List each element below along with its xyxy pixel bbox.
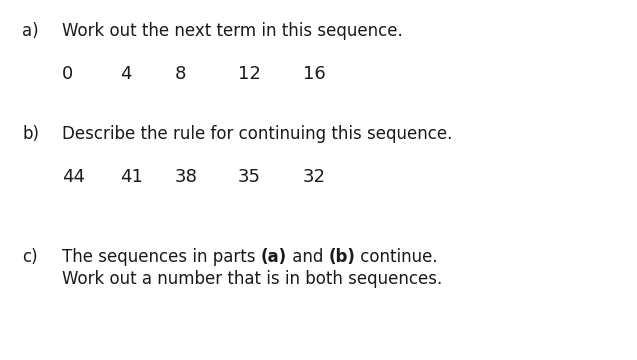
- Text: 35: 35: [238, 168, 261, 186]
- Text: Work out the next term in this sequence.: Work out the next term in this sequence.: [62, 22, 403, 40]
- Text: 38: 38: [175, 168, 198, 186]
- Text: 32: 32: [303, 168, 326, 186]
- Text: 41: 41: [120, 168, 143, 186]
- Text: a): a): [22, 22, 39, 40]
- Text: 16: 16: [303, 65, 326, 83]
- Text: 4: 4: [120, 65, 131, 83]
- Text: c): c): [22, 248, 38, 266]
- Text: (b): (b): [329, 248, 355, 266]
- Text: Describe the rule for continuing this sequence.: Describe the rule for continuing this se…: [62, 125, 452, 143]
- Text: and: and: [287, 248, 329, 266]
- Text: 0: 0: [62, 65, 73, 83]
- Text: The sequences in parts: The sequences in parts: [62, 248, 261, 266]
- Text: 12: 12: [238, 65, 261, 83]
- Text: Work out a number that is in both sequences.: Work out a number that is in both sequen…: [62, 270, 442, 288]
- Text: b): b): [22, 125, 39, 143]
- Text: continue.: continue.: [355, 248, 438, 266]
- Text: (a): (a): [261, 248, 287, 266]
- Text: 44: 44: [62, 168, 85, 186]
- Text: 8: 8: [175, 65, 187, 83]
